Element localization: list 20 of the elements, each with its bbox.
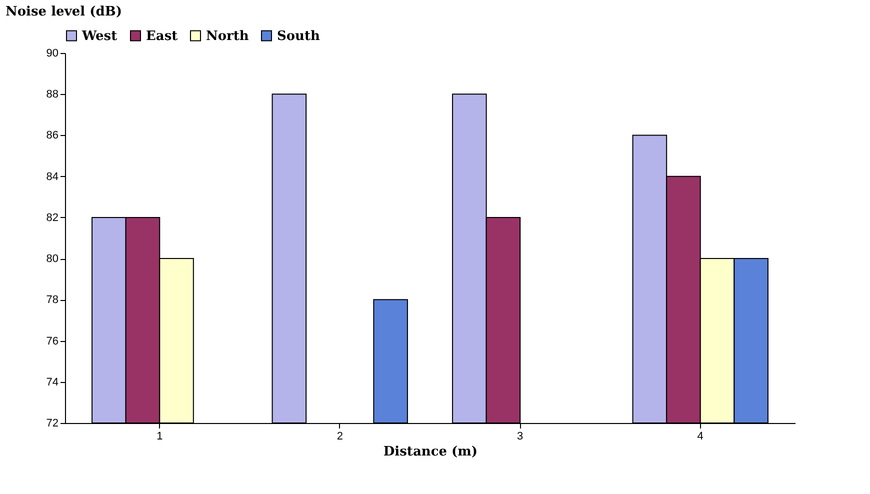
legend-label: East bbox=[146, 28, 178, 44]
x-tick-label: 4 bbox=[697, 430, 704, 442]
x-tick-label: 2 bbox=[336, 430, 343, 442]
y-tick-label: 86 bbox=[46, 130, 58, 142]
y-tick-label: 82 bbox=[46, 212, 58, 224]
legend-label: West bbox=[81, 28, 118, 44]
x-tick-label: 3 bbox=[517, 430, 524, 442]
y-tick-label: 90 bbox=[46, 48, 58, 60]
y-tick-label: 76 bbox=[46, 335, 58, 348]
y-tick-label: 78 bbox=[46, 294, 58, 306]
y-tick-label: 80 bbox=[46, 253, 58, 266]
y-tick-label: 84 bbox=[46, 170, 58, 183]
y-tick-label: 74 bbox=[46, 376, 58, 388]
y-tick-label: 72 bbox=[46, 418, 58, 430]
legend-label: North bbox=[206, 28, 250, 44]
x-tick-label: 1 bbox=[156, 430, 163, 442]
legend-label: South bbox=[277, 28, 321, 44]
y-axis-title: Noise level (dB) bbox=[6, 4, 122, 20]
x-axis-title: Distance (m) bbox=[383, 444, 478, 460]
y-tick-label: 88 bbox=[46, 88, 58, 101]
